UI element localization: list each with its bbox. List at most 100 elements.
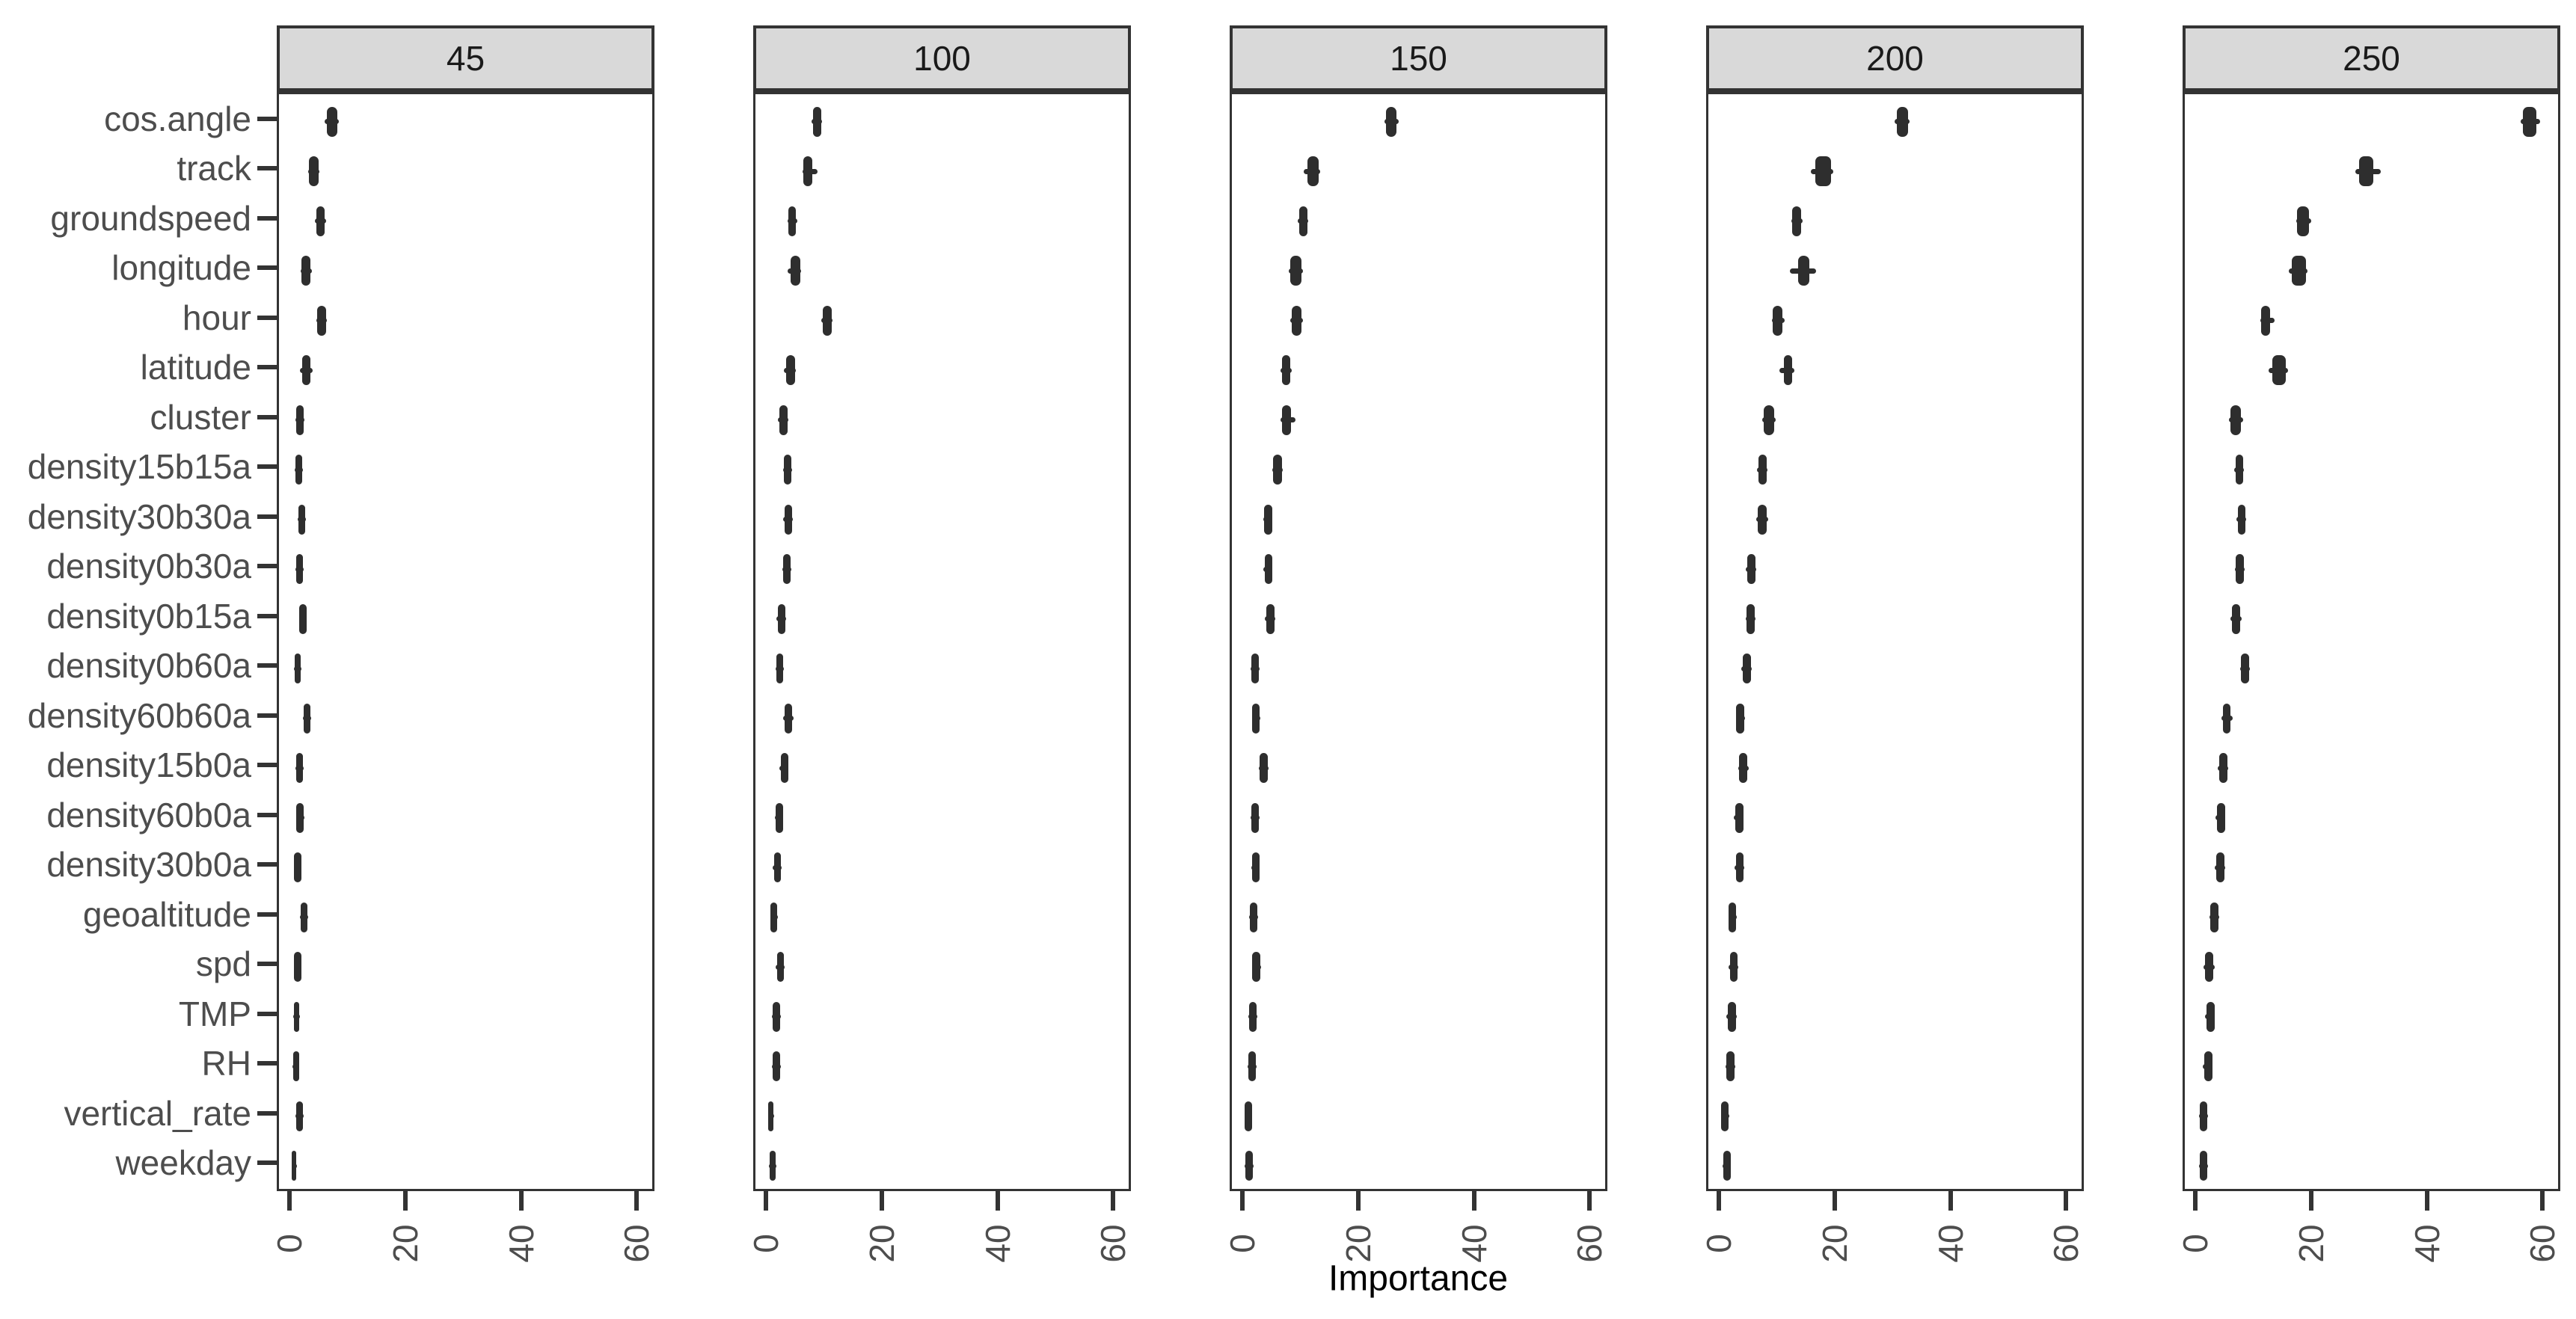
boxplot-box: [788, 206, 797, 236]
boxplot-box: [1252, 952, 1261, 982]
y-axis-label: hour: [182, 298, 251, 337]
boxplot-box: [2216, 802, 2225, 833]
y-axis-label: RH: [201, 1044, 251, 1083]
x-axis-tick-label: 60: [1570, 1224, 1610, 1263]
boxplot-box: [2230, 405, 2242, 435]
boxplot-box: [2261, 305, 2270, 336]
boxplot-box: [784, 504, 792, 535]
x-axis-tick: [764, 1191, 769, 1211]
boxplot-box: [292, 1151, 297, 1181]
x-axis-title: Importance: [1328, 1258, 1509, 1299]
boxplot-box: [1298, 206, 1307, 236]
boxplot-box: [770, 902, 777, 932]
x-axis-tick: [1587, 1191, 1592, 1211]
boxplot-box: [791, 256, 800, 286]
y-axis-label: density0b15a: [46, 596, 251, 636]
boxplot-box: [1263, 504, 1272, 535]
x-axis-tick-label: 0: [1223, 1234, 1263, 1253]
x-axis-tick: [1948, 1191, 1953, 1211]
y-axis-label: density30b30a: [27, 496, 251, 536]
boxplot-box: [1290, 256, 1302, 286]
boxplot-box: [2236, 554, 2245, 584]
y-axis-tick: [257, 812, 277, 817]
y-axis-label: geoaltitude: [82, 894, 251, 934]
x-axis-tick-label: 0: [746, 1234, 786, 1253]
y-axis-label: vertical_rate: [64, 1093, 251, 1133]
boxplot-box: [1273, 455, 1282, 485]
boxplot-box: [803, 156, 813, 186]
y-axis-tick: [257, 613, 277, 618]
x-axis-tick-label: 40: [501, 1224, 541, 1263]
y-axis-label: track: [177, 149, 251, 188]
boxplot-box: [2222, 703, 2231, 734]
y-axis-label: cos.angle: [104, 99, 251, 138]
facet-strip: 200: [1706, 25, 2084, 91]
boxplot-box: [2199, 1101, 2208, 1131]
x-axis-tick-label: 60: [1094, 1224, 1133, 1263]
facet-panel: [277, 91, 654, 1191]
boxplot-box: [1792, 206, 1801, 236]
boxplot-box: [1723, 1151, 1731, 1181]
boxplot-box: [295, 654, 301, 683]
x-axis-tick-label: 40: [978, 1224, 1017, 1263]
boxplot-box: [295, 753, 303, 783]
y-axis-label: weekday: [115, 1143, 251, 1182]
boxplot-box: [1251, 802, 1259, 833]
y-axis-label: latitude: [140, 348, 251, 387]
y-axis-label: density0b30a: [46, 547, 251, 585]
y-axis-tick: [257, 663, 277, 668]
boxplot-box: [1291, 305, 1302, 336]
boxplot-box: [292, 1051, 299, 1081]
boxplot-box: [776, 802, 783, 833]
y-axis-tick: [257, 1011, 277, 1016]
facet-panel: [753, 91, 1131, 1191]
boxplot-box: [2231, 603, 2240, 634]
y-axis-label: density60b0a: [46, 795, 251, 834]
boxplot-box: [1248, 1001, 1257, 1032]
boxplot-box: [776, 654, 784, 683]
y-axis-tick: [257, 1110, 277, 1116]
boxplot-box: [1815, 156, 1832, 186]
boxplot-box: [2216, 852, 2224, 882]
x-axis-tick-label: 20: [862, 1224, 901, 1263]
x-axis-tick: [1240, 1191, 1245, 1211]
boxplot-box: [1260, 753, 1269, 783]
boxplot-box: [773, 1001, 780, 1032]
x-axis-tick: [879, 1191, 884, 1211]
x-axis-tick-label: 40: [1931, 1224, 1970, 1263]
boxplot-box: [1251, 852, 1260, 882]
boxplot-box: [1248, 1051, 1256, 1081]
y-axis-tick: [257, 763, 277, 767]
y-axis-tick: [257, 414, 277, 419]
boxplot-box: [822, 305, 832, 336]
facet-strip-label: 100: [913, 39, 971, 78]
facet-strip: 45: [277, 25, 654, 91]
boxplot-box: [2241, 654, 2250, 683]
boxplot-box: [1729, 952, 1738, 982]
y-axis-label: spd: [195, 944, 251, 983]
boxplot-box: [784, 455, 792, 485]
x-axis-tick: [2064, 1191, 2069, 1211]
boxplot-box: [326, 106, 337, 137]
boxplot-box: [1252, 703, 1260, 734]
x-axis-tick: [2424, 1191, 2429, 1211]
boxplot-box: [301, 256, 311, 286]
boxplot-box: [1385, 106, 1396, 137]
y-axis-label: density0b60a: [46, 646, 251, 685]
boxplot-box: [1763, 405, 1774, 435]
boxplot-box: [786, 355, 795, 385]
facet-strip-label: 150: [1390, 39, 1447, 78]
y-axis-label: cluster: [150, 397, 251, 437]
boxplot-box: [1897, 106, 1909, 137]
boxplot-box: [295, 554, 303, 584]
boxplot-box: [2237, 504, 2246, 535]
facet-strip-label: 200: [1866, 39, 1924, 78]
boxplot-box: [1251, 654, 1259, 683]
y-axis-tick: [257, 862, 277, 867]
x-axis-tick-label: 40: [2407, 1224, 2447, 1263]
boxplot-box: [779, 405, 788, 435]
boxplot-box: [1739, 753, 1748, 783]
y-axis-label: TMP: [178, 994, 251, 1033]
boxplot-box: [1264, 554, 1272, 584]
